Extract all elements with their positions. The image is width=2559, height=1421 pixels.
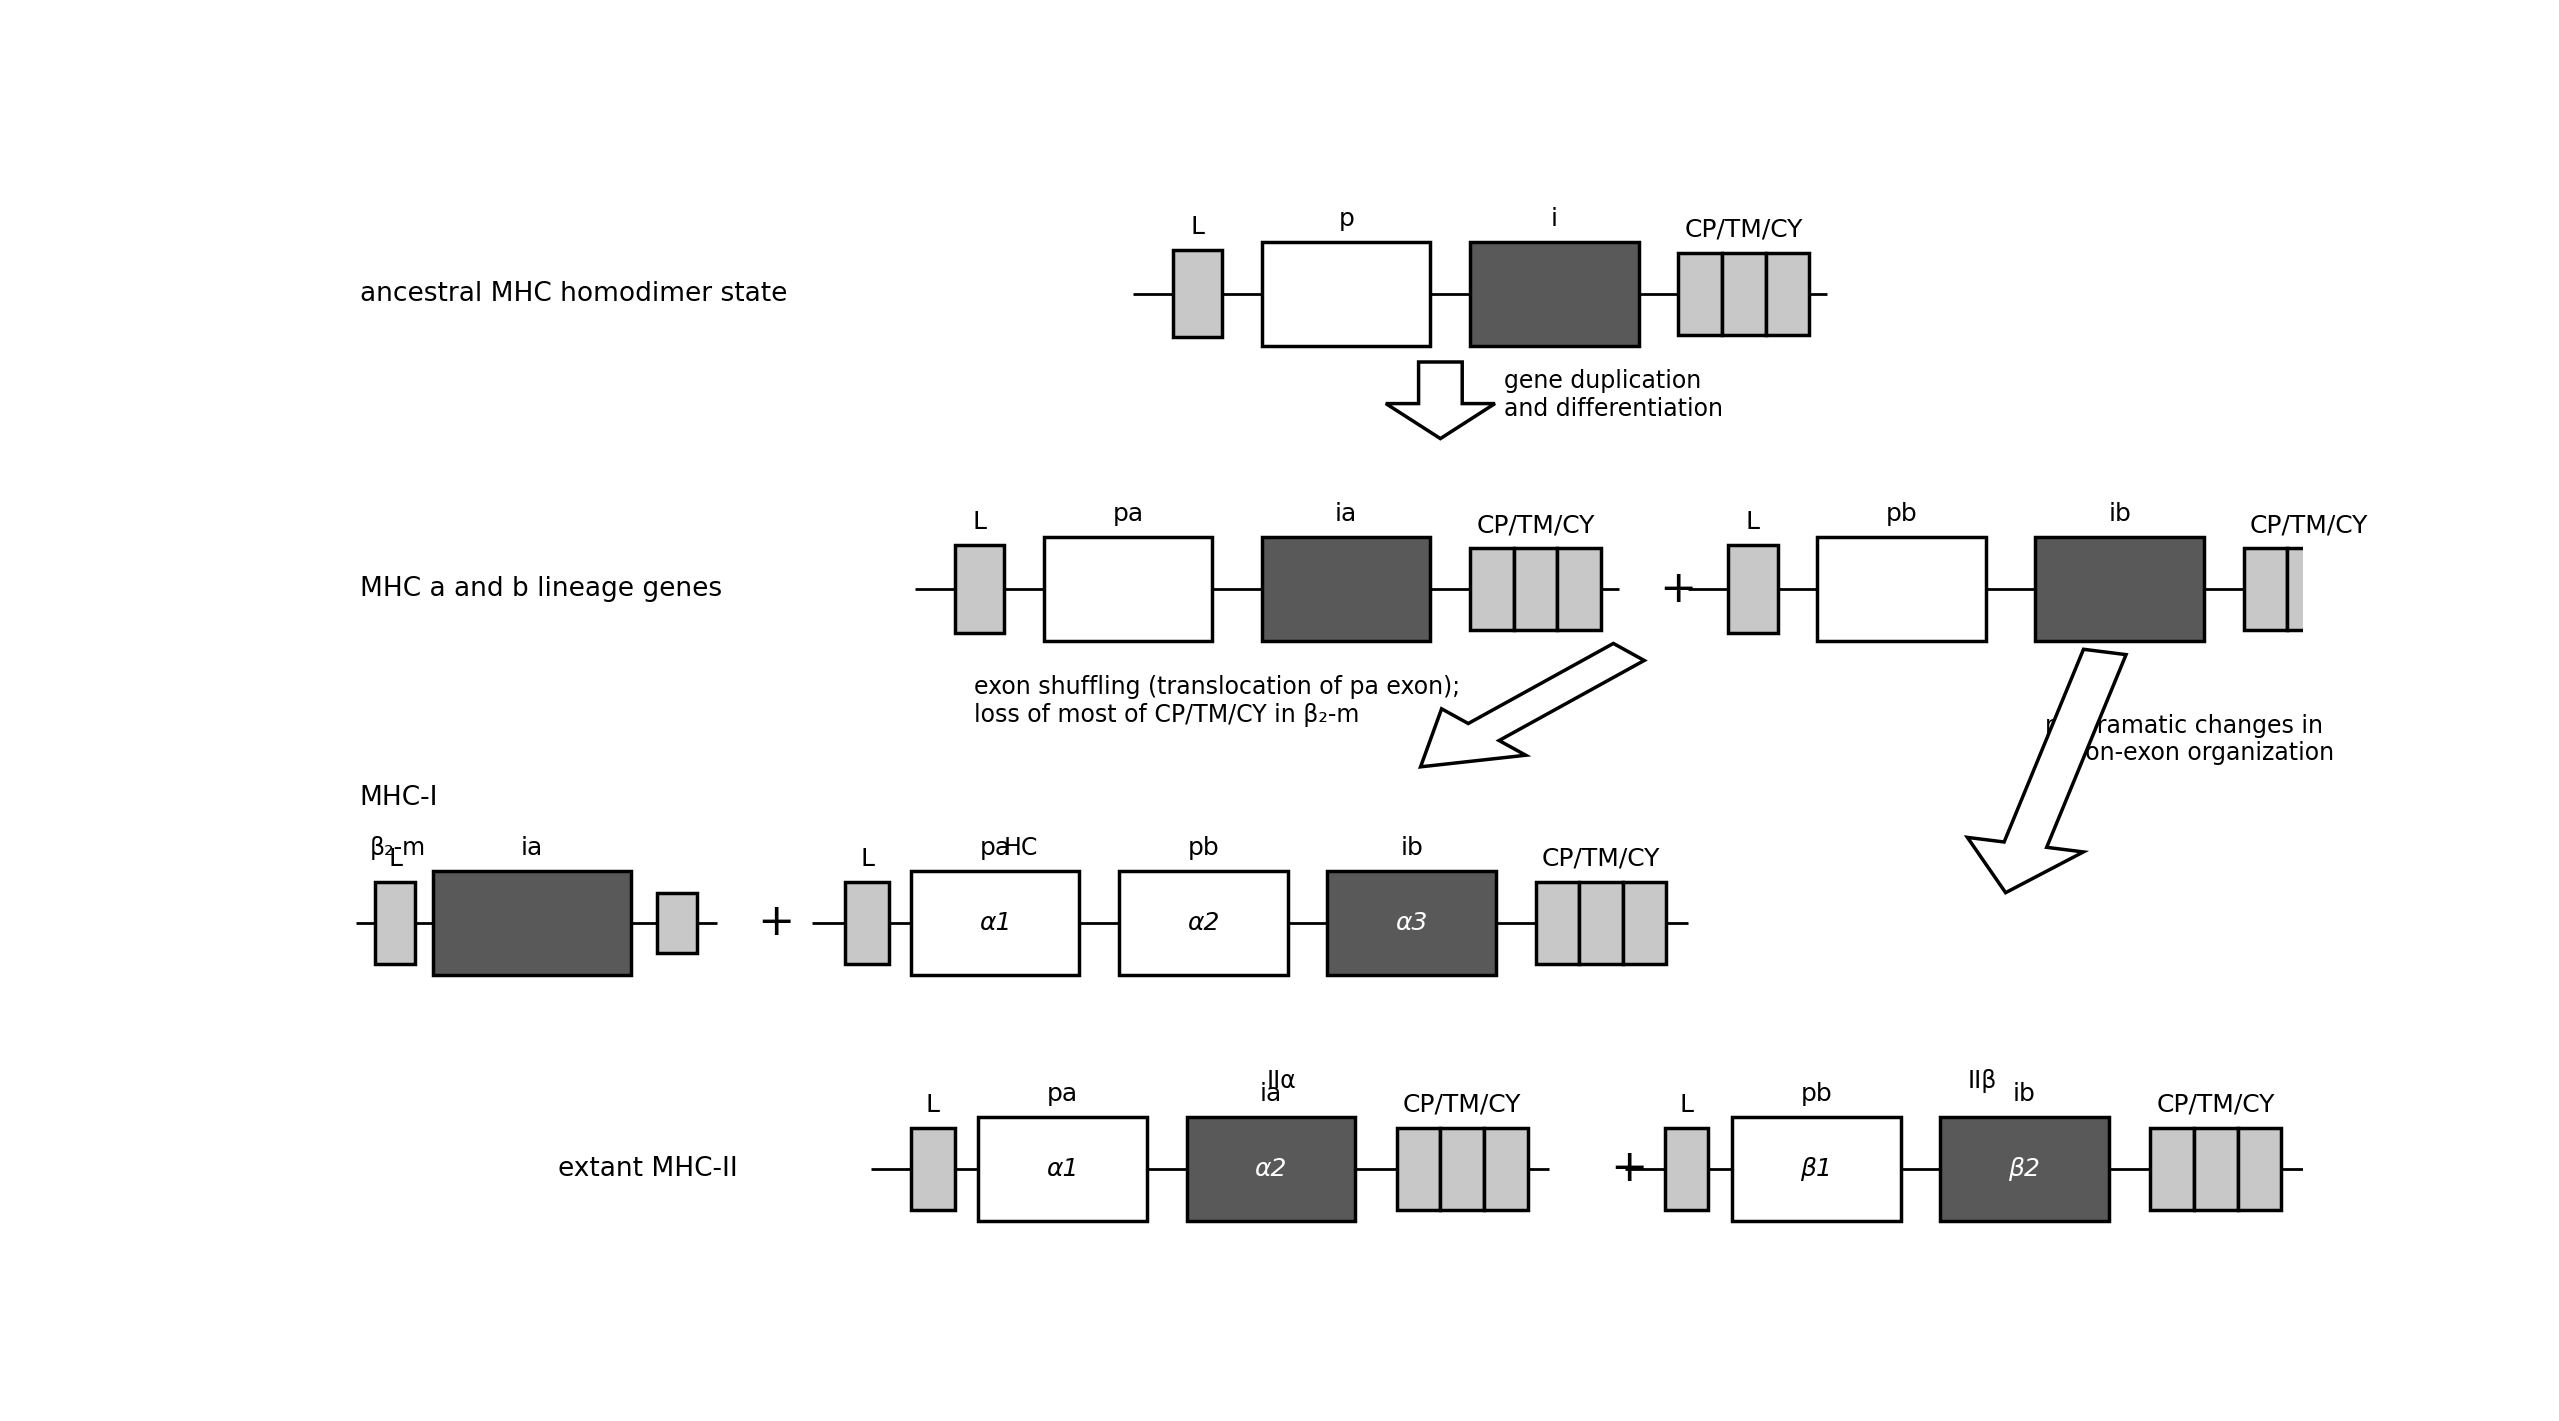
Text: IIβ: IIβ: [1968, 1069, 1996, 1093]
Bar: [1622, 881, 1666, 963]
Bar: [658, 892, 696, 953]
Bar: [911, 871, 1080, 975]
Bar: [1328, 871, 1497, 975]
Bar: [1722, 253, 1766, 334]
Bar: [1262, 537, 1430, 641]
Text: α2: α2: [1254, 1157, 1287, 1181]
Bar: [1817, 537, 1986, 641]
Text: pb: pb: [1886, 502, 1917, 526]
Bar: [1579, 881, 1622, 963]
Polygon shape: [1420, 644, 1645, 767]
Text: α2: α2: [1187, 911, 1221, 935]
Text: +: +: [1661, 567, 1697, 611]
Text: CP/TM/CY: CP/TM/CY: [2249, 513, 2367, 537]
Text: α3: α3: [1395, 911, 1428, 935]
Text: α1: α1: [1047, 1157, 1080, 1181]
Text: i: i: [1551, 206, 1558, 230]
Text: IIα: IIα: [1267, 1069, 1297, 1093]
Bar: [1044, 537, 1213, 641]
Text: L: L: [389, 847, 402, 871]
Text: pa: pa: [980, 836, 1011, 860]
Bar: [1187, 1117, 1356, 1221]
Bar: [1732, 1117, 1901, 1221]
Text: ia: ia: [1259, 1081, 1282, 1106]
Bar: [978, 1117, 1146, 1221]
Bar: [1469, 549, 1515, 630]
Bar: [2034, 537, 2203, 641]
Bar: [432, 871, 632, 975]
Text: L: L: [1679, 1093, 1694, 1117]
Bar: [2331, 549, 2375, 630]
Bar: [1535, 881, 1579, 963]
Text: +: +: [1610, 1147, 1648, 1191]
Polygon shape: [1387, 362, 1494, 439]
Text: MHC a and b lineage genes: MHC a and b lineage genes: [358, 576, 722, 603]
Bar: [1484, 1128, 1528, 1211]
Text: ancestral MHC homodimer state: ancestral MHC homodimer state: [358, 280, 788, 307]
Text: pa: pa: [1113, 502, 1144, 526]
Text: pa: pa: [1047, 1081, 1077, 1106]
Text: p: p: [1338, 206, 1354, 230]
Bar: [1766, 253, 1809, 334]
Text: exon shuffling (translocation of pa exon);
loss of most of CP/TM/CY in β₂-m: exon shuffling (translocation of pa exon…: [975, 675, 1461, 728]
Bar: [1727, 546, 1779, 632]
Text: HC: HC: [1003, 836, 1039, 860]
Text: L: L: [1190, 215, 1205, 239]
Text: CP/TM/CY: CP/TM/CY: [1543, 847, 1661, 871]
Bar: [376, 881, 415, 963]
Bar: [1469, 242, 1638, 345]
Bar: [1940, 1117, 2109, 1221]
Bar: [1663, 1128, 1709, 1211]
Text: extant MHC-II: extant MHC-II: [558, 1155, 737, 1182]
Text: L: L: [1745, 510, 1761, 534]
Text: ib: ib: [2014, 1081, 2037, 1106]
Bar: [2244, 549, 2288, 630]
Bar: [2237, 1128, 2280, 1211]
Bar: [1397, 1128, 1441, 1211]
Bar: [2288, 549, 2331, 630]
Text: L: L: [972, 510, 985, 534]
Text: +: +: [757, 901, 796, 945]
Bar: [1172, 250, 1223, 337]
Bar: [1558, 549, 1602, 630]
Bar: [2193, 1128, 2237, 1211]
Bar: [955, 546, 1003, 632]
Bar: [1441, 1128, 1484, 1211]
Text: gene duplication
and differentiation: gene duplication and differentiation: [1505, 369, 1722, 421]
Text: α1: α1: [980, 911, 1011, 935]
Text: β₂-m: β₂-m: [368, 836, 425, 860]
Text: L: L: [926, 1093, 939, 1117]
Text: β2: β2: [2009, 1157, 2040, 1181]
Bar: [1679, 253, 1722, 334]
Bar: [911, 1128, 955, 1211]
Bar: [1515, 549, 1558, 630]
Bar: [2150, 1128, 2193, 1211]
Text: CP/TM/CY: CP/TM/CY: [1477, 513, 1594, 537]
Text: CP/TM/CY: CP/TM/CY: [2157, 1093, 2275, 1117]
Text: pb: pb: [1187, 836, 1218, 860]
Text: β1: β1: [1802, 1157, 1832, 1181]
Text: ib: ib: [2109, 502, 2132, 526]
Bar: [844, 881, 888, 963]
Text: L: L: [860, 847, 875, 871]
Text: ia: ia: [522, 836, 543, 860]
Text: ib: ib: [1400, 836, 1423, 860]
Text: pb: pb: [1802, 1081, 1832, 1106]
Text: CP/TM/CY: CP/TM/CY: [1402, 1093, 1523, 1117]
Text: no dramatic changes in
intron-exon organization: no dramatic changes in intron-exon organ…: [2045, 713, 2334, 766]
Text: CP/TM/CY: CP/TM/CY: [1684, 217, 1804, 242]
Polygon shape: [1968, 649, 2127, 892]
Text: MHC-I: MHC-I: [358, 784, 438, 810]
Text: ia: ia: [1336, 502, 1356, 526]
Bar: [1118, 871, 1287, 975]
Bar: [1262, 242, 1430, 345]
